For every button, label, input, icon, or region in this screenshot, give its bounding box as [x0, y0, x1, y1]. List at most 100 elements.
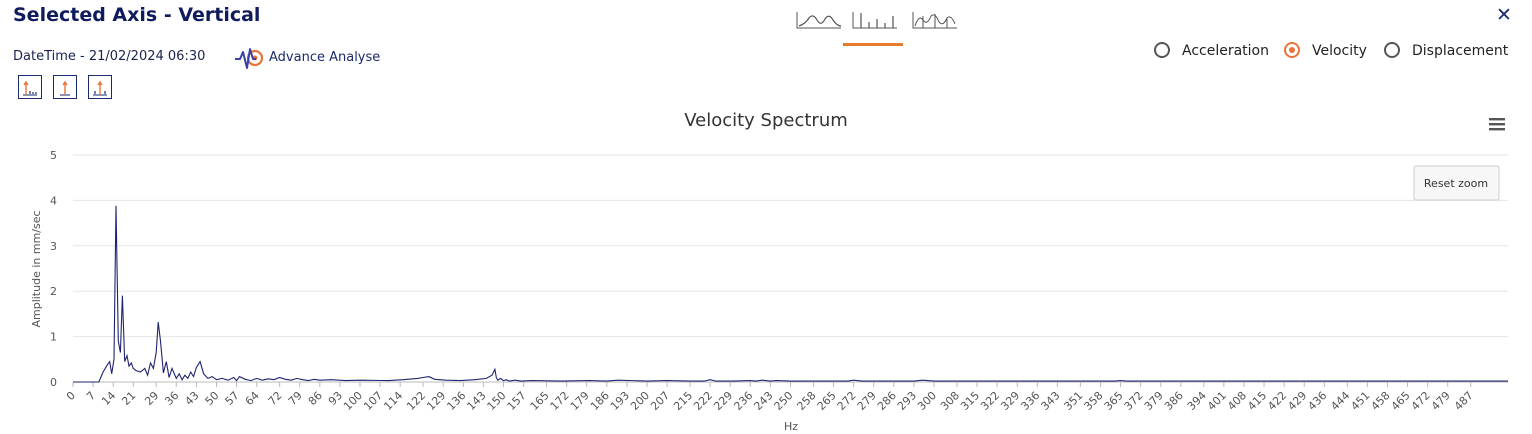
chart-title: Velocity Spectrum — [684, 110, 848, 131]
overlay-view-button[interactable] — [906, 6, 966, 36]
x-tick-label: 179 — [568, 389, 592, 413]
x-tick-label: 451 — [1348, 389, 1372, 413]
hamburger-menu-icon[interactable] — [1486, 116, 1508, 134]
x-tick-label: 250 — [772, 389, 796, 413]
x-tick-label: 236 — [731, 389, 755, 413]
waveform-view-button[interactable] — [790, 6, 850, 36]
x-tick-label: 472 — [1409, 389, 1433, 413]
x-tick-label: 136 — [444, 389, 468, 413]
x-tick-label: 7 — [84, 389, 98, 403]
x-tick-label: 36 — [162, 389, 181, 408]
x-tick-label: 365 — [1102, 389, 1126, 413]
x-tick-label: 300 — [915, 389, 939, 413]
chart-view-toggle — [790, 6, 960, 46]
x-tick-label: 200 — [628, 389, 652, 413]
radio-circle-displacement[interactable] — [1384, 42, 1400, 58]
x-tick-label: 408 — [1225, 389, 1249, 413]
x-tick-label: 165 — [528, 389, 552, 413]
modal-title: Selected Axis - Vertical — [13, 4, 261, 26]
x-tick-label: 279 — [855, 389, 879, 413]
y-tick-label: 2 — [50, 285, 57, 298]
advance-analyse-label: Advance Analyse — [269, 50, 381, 65]
x-tick-label: 157 — [505, 389, 529, 413]
x-tick-label: 465 — [1389, 389, 1413, 413]
x-tick-label: 444 — [1328, 389, 1352, 413]
x-tick-label: 222 — [691, 389, 715, 413]
x-tick-label: 143 — [464, 389, 488, 413]
close-icon[interactable]: ✕ — [1496, 4, 1512, 26]
x-tick-label: 351 — [1061, 389, 1085, 413]
x-tick-label: 272 — [835, 389, 859, 413]
x-tick-label: 43 — [182, 389, 201, 408]
x-tick-label: 322 — [978, 389, 1002, 413]
reset-zoom-label: Reset zoom — [1424, 177, 1488, 190]
x-tick-label: 343 — [1038, 389, 1062, 413]
x-tick-label: 14 — [99, 389, 118, 408]
active-view-indicator — [843, 43, 903, 46]
x-axis-ticks: 0 7 14 21 29 36 43 50 57 64 72 79 86 9310010711412212… — [64, 382, 1476, 413]
x-tick-label: 358 — [1082, 389, 1106, 413]
x-tick-label: 114 — [381, 389, 405, 413]
y-tick-label: 5 — [50, 149, 57, 162]
y-tick-label: 1 — [50, 331, 57, 344]
x-tick-label: 487 — [1452, 389, 1476, 413]
sideband-cursor-button[interactable] — [88, 75, 112, 99]
x-tick-label: 79 — [286, 389, 305, 408]
spectrum-series-line[interactable] — [73, 205, 1508, 383]
sideband-cursor-icon — [93, 80, 107, 96]
x-tick-label: 215 — [671, 389, 695, 413]
x-tick-label: 429 — [1285, 389, 1309, 413]
harmonic-cursor-button[interactable] — [18, 75, 42, 99]
reset-zoom-button[interactable]: Reset zoom — [1413, 165, 1500, 201]
x-tick-label: 64 — [243, 389, 262, 408]
x-tick-label: 458 — [1369, 389, 1393, 413]
radio-label-velocity: Velocity — [1312, 43, 1367, 59]
x-tick-label: 479 — [1429, 389, 1453, 413]
y-axis-ticks: 0 1 2 3 4 5 — [50, 149, 57, 389]
y-tick-label: 4 — [50, 194, 57, 207]
single-cursor-icon — [60, 80, 70, 96]
overlay-view-icon — [912, 12, 957, 29]
datetime-label: DateTime - 21/02/2024 06:30 — [13, 49, 206, 64]
x-tick-label: 286 — [875, 389, 899, 413]
x-tick-label: 436 — [1305, 389, 1329, 413]
x-tick-label: 193 — [608, 389, 632, 413]
x-tick-label: 265 — [815, 389, 839, 413]
x-tick-label: 186 — [588, 389, 612, 413]
x-tick-label: 57 — [223, 389, 242, 408]
radio-label-displacement: Displacement — [1412, 43, 1509, 59]
x-tick-label: 122 — [404, 389, 428, 413]
chart-grid — [73, 154, 1508, 383]
x-tick-label: 422 — [1265, 389, 1289, 413]
x-tick-label: 172 — [548, 389, 572, 413]
x-tick-label: 415 — [1245, 389, 1269, 413]
spectrum-view-button[interactable] — [846, 6, 906, 36]
x-tick-label: 315 — [958, 389, 982, 413]
x-tick-label: 86 — [306, 389, 325, 408]
x-tick-label: 372 — [1122, 389, 1146, 413]
y-tick-label: 0 — [50, 376, 57, 389]
x-tick-label: 293 — [895, 389, 919, 413]
radio-label-acceleration: Acceleration — [1182, 43, 1269, 59]
x-tick-label: 379 — [1142, 389, 1166, 413]
x-tick-label: 336 — [1018, 389, 1042, 413]
x-tick-label: 72 — [266, 389, 285, 408]
radio-circle-velocity[interactable] — [1284, 42, 1300, 58]
x-axis-label: Hz — [784, 420, 798, 433]
x-tick-label: 401 — [1205, 389, 1229, 413]
x-tick-label: 129 — [424, 389, 448, 413]
advance-analyse-icon — [235, 48, 264, 69]
x-tick-label: 308 — [938, 389, 962, 413]
y-tick-label: 3 — [50, 240, 57, 253]
x-tick-label: 386 — [1162, 389, 1186, 413]
x-tick-label: 0 — [64, 389, 78, 403]
x-tick-label: 229 — [711, 389, 735, 413]
x-tick-label: 329 — [998, 389, 1022, 413]
single-cursor-button[interactable] — [53, 75, 77, 99]
radio-circle-acceleration[interactable] — [1154, 42, 1170, 58]
x-tick-label: 50 — [203, 389, 222, 408]
harmonic-cursor-icon — [23, 80, 37, 96]
x-tick-label: 29 — [142, 389, 161, 408]
x-tick-label: 243 — [751, 389, 775, 413]
